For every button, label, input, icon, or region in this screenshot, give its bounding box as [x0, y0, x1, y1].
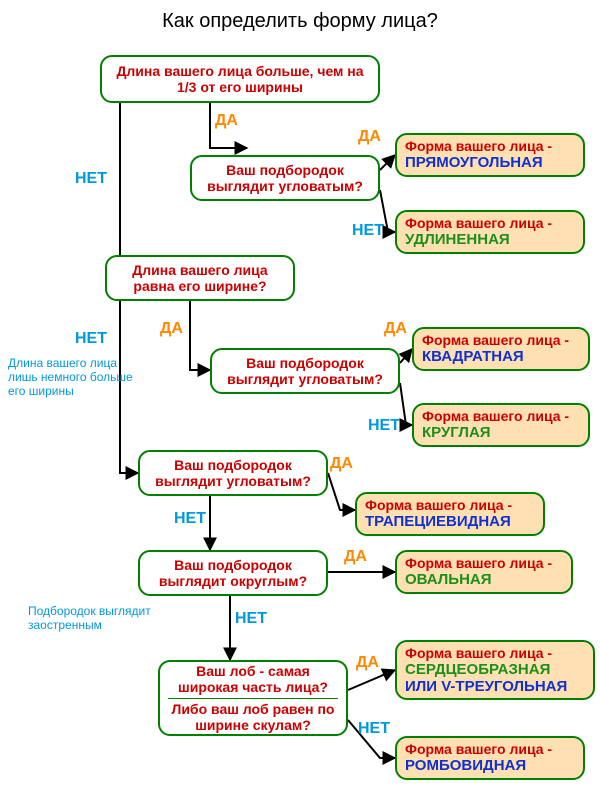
edge-label-no: НЕТ — [352, 222, 384, 240]
result-lead: Форма вашего лица - — [405, 741, 575, 757]
caption-0: Длина вашего лица лишь немного больше ег… — [8, 356, 133, 398]
edge-label-no: НЕТ — [358, 720, 390, 738]
edge-label-yes: ДА — [356, 654, 379, 672]
arrow-6 — [400, 349, 412, 363]
question-q4: Ваш подбородок выглядит угловатым? — [210, 348, 400, 394]
result-value: РОМБОВИДНАЯ — [405, 757, 575, 774]
result-value: ТРАПЕЦИЕВИДНАЯ — [365, 513, 535, 530]
edge-label-no: НЕТ — [174, 510, 206, 528]
result-r3: Форма вашего лица -КВАДРАТНАЯ — [412, 327, 590, 371]
result-r4: Форма вашего лица -КРУГЛАЯ — [412, 403, 590, 447]
edge-label-yes: ДА — [330, 455, 353, 473]
question-q1: Длина вашего лица больше, чем на 1/3 от … — [100, 55, 380, 103]
result-r6: Форма вашего лица -ОВАЛЬНАЯ — [395, 550, 573, 594]
question-q3: Длина вашего лица равна его ширине? — [105, 255, 295, 301]
result-lead: Форма вашего лица - — [422, 408, 580, 424]
result-value: КРУГЛАЯ — [422, 424, 580, 441]
arrow-4 — [190, 301, 210, 370]
result-value: ОВАЛЬНАЯ — [405, 571, 563, 588]
result-lead: Форма вашего лица - — [405, 215, 575, 231]
result-value: УДЛИНЕННАЯ — [405, 231, 575, 248]
edge-label-no: НЕТ — [75, 330, 107, 348]
result-r1: Форма вашего лица -ПРЯМОУГОЛЬНАЯ — [395, 133, 585, 177]
edge-label-yes: ДА — [358, 128, 381, 146]
result-r2: Форма вашего лица -УДЛИНЕННАЯ — [395, 210, 585, 254]
result-value-2: ИЛИ V-ТРЕУГОЛЬНАЯ — [405, 678, 585, 695]
result-value: КВАДРАТНАЯ — [422, 348, 580, 365]
edge-label-yes: ДА — [344, 548, 367, 566]
arrow-2 — [380, 155, 395, 170]
question-q5: Ваш подбородок выглядит угловатым? — [138, 450, 328, 496]
edge-label-yes: ДА — [384, 320, 407, 338]
result-lead: Форма вашего лица - — [365, 497, 535, 513]
result-value: ПРЯМОУГОЛЬНАЯ — [405, 154, 575, 171]
title: Как определить форму лица? — [0, 10, 600, 33]
edge-label-yes: ДА — [215, 112, 238, 130]
arrow-8 — [328, 473, 355, 510]
question-q7: Ваш лоб - самая широкая часть лица?Либо … — [158, 660, 348, 736]
edge-label-no: НЕТ — [368, 417, 400, 435]
result-r7: Форма вашего лица -СЕРДЦЕОБРАЗНАЯИЛИ V-Т… — [395, 640, 595, 700]
result-value: СЕРДЦЕОБРАЗНАЯ — [405, 661, 585, 678]
arrow-12 — [348, 670, 395, 690]
result-lead: Форма вашего лица - — [405, 555, 563, 571]
arrow-7 — [400, 383, 412, 425]
result-lead: Форма вашего лица - — [405, 138, 575, 154]
question-q6: Ваш подбородок выглядит округлым? — [138, 550, 328, 596]
question-q2: Ваш подбородок выглядит угловатым? — [190, 155, 380, 201]
arrow-1 — [106, 103, 120, 278]
edge-label-no: НЕТ — [235, 610, 267, 628]
result-lead: Форма вашего лица - — [422, 332, 580, 348]
edge-label-yes: ДА — [160, 320, 183, 338]
result-lead: Форма вашего лица - — [405, 645, 585, 661]
result-r8: Форма вашего лица -РОМБОВИДНАЯ — [395, 736, 585, 780]
edge-label-no: НЕТ — [75, 170, 107, 188]
caption-1: Подбородок выглядит заостренным — [28, 604, 151, 632]
result-r5: Форма вашего лица -ТРАПЕЦИЕВИДНАЯ — [355, 492, 545, 536]
